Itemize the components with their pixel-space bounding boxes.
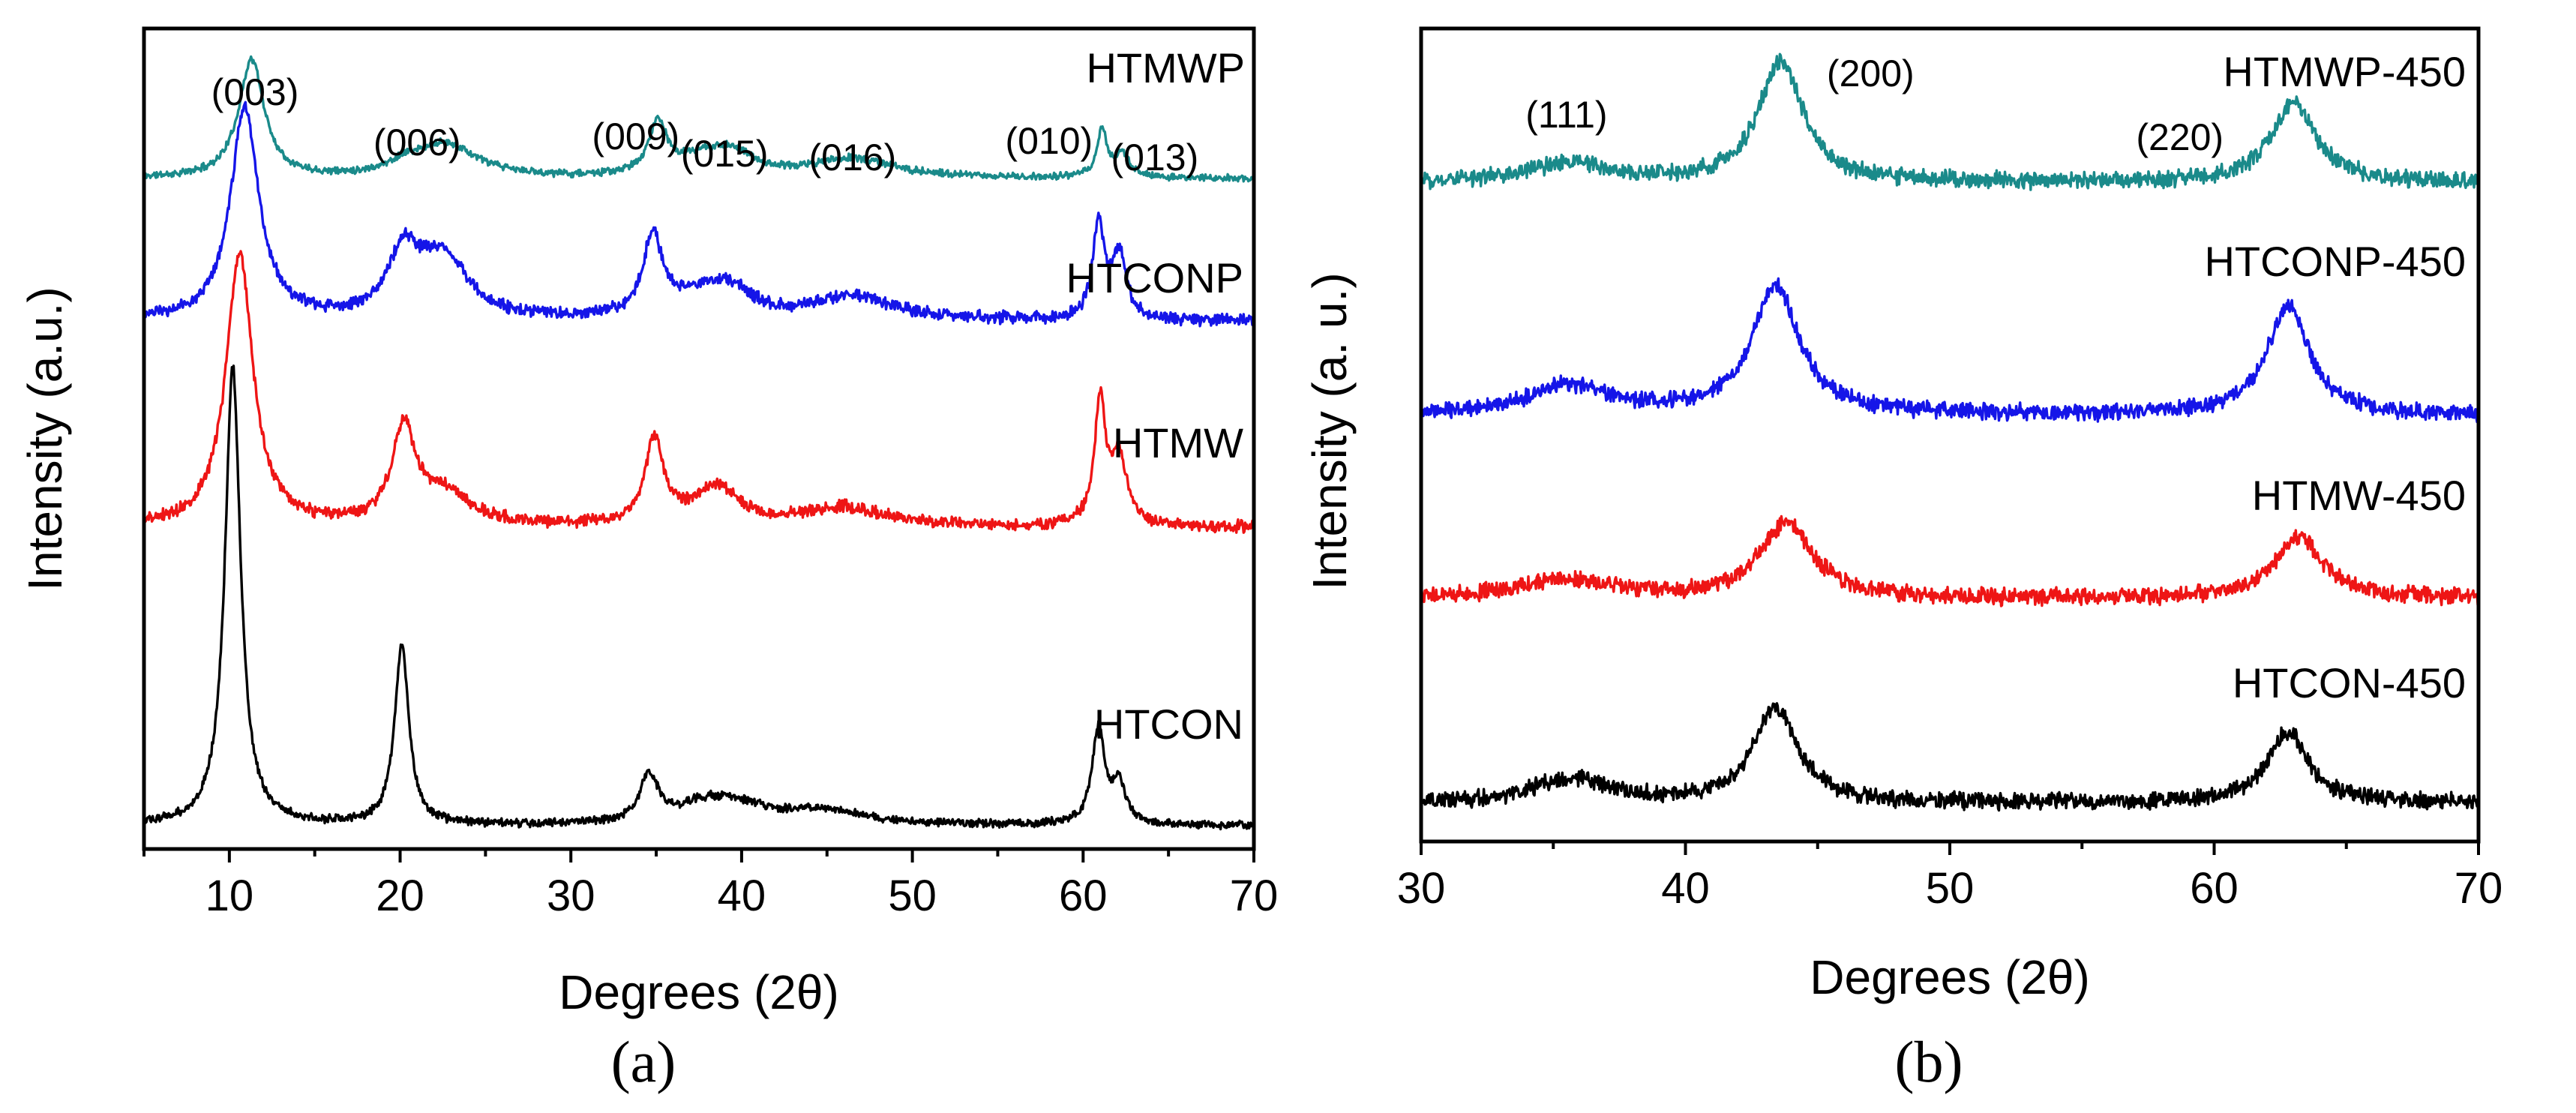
- peak-label-010: (010): [1005, 120, 1093, 162]
- panel-a-chart: 10 20 30 40 50 60 70 HTMWP HTCONP HTMW HTCON (…: [18, 26, 1279, 1094]
- peak-label-013: (013): [1111, 136, 1199, 178]
- peak-label-200: (200): [1827, 52, 1915, 94]
- x-tick-label: 50: [1926, 864, 1975, 913]
- panel-b-x-axis-title: Degrees (2θ): [1810, 950, 2090, 1004]
- panel-b-x-ticks: 30 40 50 60 70: [1397, 842, 2503, 913]
- trace-htmw: [142, 250, 1255, 534]
- series-label-htconp: HTCONP: [1066, 254, 1243, 302]
- x-tick-label: 50: [888, 872, 937, 920]
- panel-a-x-ticks: 10 20 30 40 50 60 70: [142, 849, 1279, 920]
- peak-label-009: (009): [592, 116, 679, 158]
- panel-b-y-axis-title: Intensity (a. u.): [1303, 272, 1357, 590]
- trace-htcon: [143, 364, 1255, 831]
- trace-htmwp: [142, 55, 1255, 183]
- series-label-htconp-450: HTCONP-450: [2204, 238, 2466, 285]
- panel-b-label: (b): [1895, 1029, 1963, 1094]
- panel-a-plot-area: [142, 55, 1255, 831]
- peak-label-016: (016): [809, 136, 897, 178]
- trace-htconp-450: [1420, 277, 2479, 424]
- x-tick-label: 60: [1059, 872, 1108, 920]
- x-tick-label: 30: [547, 872, 595, 920]
- panel-a-frame: [142, 26, 1256, 851]
- x-tick-label: 10: [205, 872, 254, 920]
- panel-a-label: (a): [611, 1029, 676, 1094]
- trace-htconp: [142, 100, 1255, 328]
- x-tick-label: 20: [376, 872, 424, 920]
- series-label-htmwp: HTMWP: [1086, 44, 1245, 92]
- panel-b-plot-area: [1420, 52, 2480, 812]
- series-label-htmw: HTMW: [1113, 419, 1243, 466]
- panel-a-y-axis-title: Intensity (a.u.): [18, 286, 72, 591]
- x-tick-label: 40: [1661, 864, 1710, 913]
- series-label-htmw-450: HTMW-450: [2252, 472, 2466, 519]
- series-label-htmwp-450: HTMWP-450: [2223, 48, 2466, 95]
- panel-a-x-axis-title: Degrees (2θ): [559, 965, 839, 1019]
- x-tick-label: 30: [1397, 864, 1446, 913]
- x-tick-label: 40: [718, 872, 766, 920]
- peak-label-111: (111): [1525, 94, 1607, 136]
- peak-label-003: (003): [211, 71, 299, 113]
- trace-htmw-450: [1420, 514, 2480, 608]
- x-tick-label: 70: [1230, 872, 1279, 920]
- peak-label-015: (015): [681, 133, 769, 175]
- series-label-htcon-450: HTCON-450: [2233, 659, 2466, 706]
- panel-b-frame: [1419, 26, 2481, 844]
- x-tick-label: 60: [2190, 864, 2239, 913]
- trace-htcon-450: [1420, 702, 2480, 812]
- trace-htmwp-450: [1420, 52, 2480, 191]
- peak-label-220: (220): [2136, 116, 2224, 158]
- peak-label-006: (006): [373, 122, 461, 164]
- series-label-htcon: HTCON: [1094, 700, 1243, 748]
- x-tick-label: 70: [2455, 864, 2503, 913]
- panel-b-chart: 30 40 50 60 70 HTMWP-450 HTCONP-450 HTMW-450…: [1303, 26, 2503, 1094]
